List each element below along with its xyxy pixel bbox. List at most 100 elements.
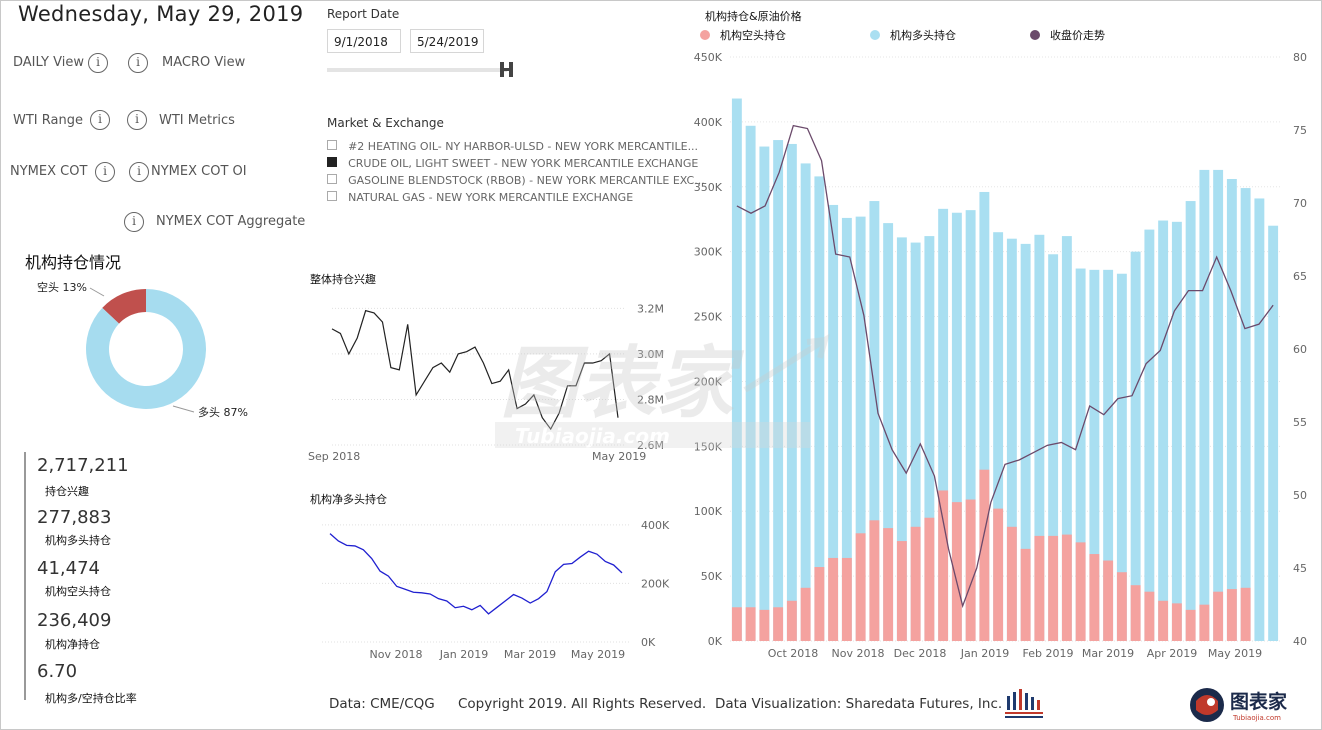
footer-credit: Data Visualization: Sharedata Futures, I… [715, 696, 1003, 712]
info-icon[interactable]: i [95, 162, 115, 182]
positions-price-combo-chart: 机构持仓&原油价格 机构空头持仓 机构多头持仓 收盘价走势 0K 50K 100K 150K… [694, 9, 1307, 660]
end-date-input[interactable]: 5/24/2019 [410, 29, 484, 53]
info-icon[interactable]: i [128, 53, 148, 73]
long-position-bar [759, 146, 770, 641]
long-position-bar [814, 176, 825, 641]
market-item[interactable]: #2 HEATING OIL- NY HARBOR-ULSD - NEW YOR… [327, 135, 705, 153]
daily-view-link[interactable]: DAILY View [13, 55, 84, 70]
oi-line-chart: 整体持仓兴趣 2.6M 2.8M 3.0M 3.2M Sep 2018 May 2019 [308, 272, 664, 463]
oi-y-tick-label: 2.6M [637, 439, 664, 452]
market-checkbox[interactable] [327, 157, 337, 167]
kpi-label: 机构空头持仓 [45, 585, 111, 598]
net-x-tick-label: Nov 2018 [370, 648, 423, 661]
nymex-cot-link[interactable]: NYMEX COT [10, 164, 88, 179]
short-position-bar [1158, 600, 1169, 641]
short-position-bar [869, 520, 880, 641]
market-checkbox[interactable] [327, 140, 337, 150]
market-item[interactable]: NATURAL GAS - NEW YORK MERCANTILE EXCHAN… [327, 186, 705, 204]
watermark-arrow-icon [743, 333, 830, 393]
combo-y2-tick-label: 80 [1293, 51, 1307, 64]
long-position-bar [1254, 198, 1265, 642]
long-position-bar [1226, 178, 1237, 642]
wti-range-link[interactable]: WTI Range [13, 113, 83, 128]
kpi-label: 机构多头持仓 [45, 534, 111, 547]
short-position-bar [731, 607, 742, 641]
combo-y2-tick-label: 55 [1293, 416, 1307, 429]
combo-y-tick-label: 350K [694, 181, 723, 194]
net-series-line [329, 533, 623, 615]
start-date-input[interactable]: 9/1/2018 [327, 29, 401, 53]
nymex-cot-aggregate-link[interactable]: NYMEX COT Aggregate [156, 214, 306, 229]
combo-y-tick-label: 200K [694, 375, 723, 388]
long-position-bar [938, 208, 949, 641]
donut-leader-line [172, 405, 195, 413]
tubiaojia-logo-icon: 图表家 Tubiaojia.com [1190, 688, 1288, 722]
watermark-band [495, 422, 810, 448]
info-icon[interactable]: i [88, 53, 108, 73]
short-position-bar [1103, 560, 1114, 641]
date-slider-track[interactable] [327, 68, 507, 72]
short-position-bar [1061, 534, 1072, 641]
net-y-tick-label: 0K [641, 636, 656, 649]
date-slider-handle[interactable] [499, 61, 515, 79]
long-position-bar [1199, 169, 1210, 641]
oi-chart-title: 整体持仓兴趣 [310, 272, 376, 286]
short-position-bar [773, 607, 784, 641]
long-position-bar [1075, 268, 1086, 641]
long-position-bar [1213, 169, 1224, 641]
kpi-value: 236,409 [37, 610, 112, 631]
combo-y2-tick-label: 70 [1293, 197, 1307, 210]
net-y-tick-label: 200K [641, 577, 670, 590]
market-checkbox[interactable] [327, 191, 337, 201]
combo-y2-tick-label: 65 [1293, 270, 1307, 283]
info-icon[interactable]: i [127, 110, 147, 130]
short-position-bar [938, 490, 949, 641]
short-position-bar [1185, 609, 1196, 641]
short-position-bar [1144, 591, 1155, 641]
combo-legend-marker [700, 30, 710, 40]
short-position-bar [924, 517, 935, 641]
combo-x-tick-label: Oct 2018 [768, 647, 819, 660]
long-position-bar [1116, 273, 1127, 641]
donut-chart: 空头 13% 多头 87% [37, 280, 248, 419]
short-position-bar [1089, 554, 1100, 641]
report-date-label: Report Date [327, 7, 400, 21]
combo-legend-label: 收盘价走势 [1050, 28, 1105, 42]
long-position-bar [800, 163, 811, 641]
market-item[interactable]: CRUDE OIL, LIGHT SWEET - NEW YORK MERCAN… [327, 152, 705, 170]
short-position-bar [1116, 572, 1127, 641]
wti-metrics-link[interactable]: WTI Metrics [159, 113, 235, 128]
market-checkbox[interactable] [327, 174, 337, 184]
kpi-label: 机构多/空持仓比率 [45, 692, 137, 705]
oi-series-line [331, 309, 619, 431]
watermark-brand: 图表家 [500, 339, 745, 429]
short-position-bar [1034, 535, 1045, 641]
info-icon[interactable]: i [129, 162, 149, 182]
info-icon[interactable]: i [90, 110, 110, 130]
short-position-bar [855, 533, 866, 641]
short-position-bar [1020, 548, 1031, 641]
long-position-bar [773, 140, 784, 641]
long-position-bar [786, 143, 797, 641]
page-title: Wednesday, May 29, 2019 [18, 2, 304, 26]
info-icon[interactable]: i [124, 212, 144, 232]
long-position-bar [731, 98, 742, 642]
market-item[interactable]: GASOLINE BLENDSTOCK (RBOB) - NEW YORK ME… [327, 169, 705, 187]
combo-x-tick-label: May 2019 [1208, 647, 1262, 660]
long-position-bar [1061, 236, 1072, 642]
combo-y-tick-label: 450K [694, 51, 723, 64]
long-position-bar [1158, 220, 1169, 641]
donut-slice-long [85, 289, 206, 409]
combo-y-tick-label: 250K [694, 311, 723, 324]
price-series-line [736, 124, 1274, 609]
macro-view-link[interactable]: MACRO View [162, 55, 246, 70]
short-position-bar [841, 557, 852, 641]
long-position-bar [841, 217, 852, 641]
long-position-bar [1268, 225, 1279, 641]
combo-y2-tick-label: 40 [1293, 635, 1307, 648]
long-position-bar [1144, 229, 1155, 642]
long-position-bar [869, 201, 880, 641]
short-position-bar [786, 600, 797, 641]
nymex-cot-oi-link[interactable]: NYMEX COT OI [151, 164, 247, 179]
combo-x-tick-label: Mar 2019 [1082, 647, 1134, 660]
